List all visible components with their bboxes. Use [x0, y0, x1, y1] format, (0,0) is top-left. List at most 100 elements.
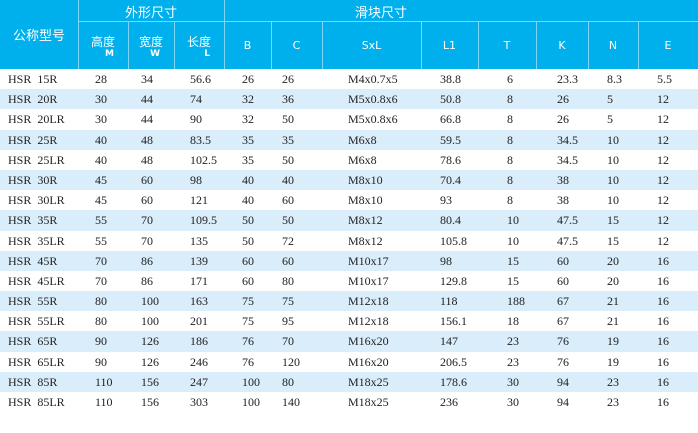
cell-model: HSR 85R	[8, 374, 58, 389]
cell-l1: 80.4	[440, 213, 461, 228]
cell-length-l: 102.5	[190, 152, 217, 167]
cell-length-l: 109.5	[190, 213, 217, 228]
cell-b: 76	[242, 334, 254, 349]
cell-c: 60	[282, 193, 294, 208]
cell-t: 8	[507, 112, 513, 127]
table-row: HSR 55R 80 100 163 75 75 M12x18 118 188 67 21 16	[0, 291, 698, 312]
cell-sxl: M8x12	[348, 213, 383, 228]
cell-n: 20	[607, 253, 619, 268]
cell-n: 10	[607, 132, 619, 147]
cell-e: 16	[657, 374, 669, 389]
cell-n: 10	[607, 193, 619, 208]
cell-height-m: 110	[95, 395, 113, 409]
cell-model: HSR 85LR	[8, 395, 65, 409]
cell-e: 16	[657, 253, 669, 268]
cell-k: 23.3	[557, 72, 578, 86]
header-height-symbol: M	[105, 48, 114, 59]
cell-c: 140	[282, 395, 300, 409]
cell-length-l: 83.5	[190, 132, 211, 147]
cell-b: 100	[242, 374, 260, 389]
cell-model: HSR 15R	[8, 72, 58, 86]
table-row: HSR 55LR 80 100 201 75 95 M12x18 156.1 18 67 21 16	[0, 311, 698, 331]
cell-model: HSR 65R	[8, 334, 58, 349]
header-col-c: C	[292, 39, 301, 52]
cell-width-w: 34	[141, 72, 153, 86]
cell-width-w: 48	[141, 152, 153, 167]
cell-height-m: 55	[95, 213, 107, 228]
cell-k: 47.5	[557, 233, 578, 248]
cell-height-m: 90	[95, 334, 107, 349]
header-col-n: N	[608, 39, 618, 52]
cell-c: 120	[282, 354, 300, 369]
cell-k: 60	[557, 253, 569, 268]
cell-l1: 156.1	[440, 314, 467, 329]
cell-n: 5	[607, 112, 613, 127]
cell-l1: 129.8	[440, 273, 467, 288]
cell-n: 15	[607, 233, 619, 248]
cell-length-l: 163	[190, 294, 208, 309]
cell-t: 30	[507, 395, 519, 409]
cell-c: 75	[282, 294, 294, 309]
cell-k: 67	[557, 294, 569, 309]
cell-e: 12	[657, 152, 669, 167]
cell-c: 60	[282, 253, 294, 268]
cell-k: 67	[557, 314, 569, 329]
table-row: HSR 20LR 30 44 90 32 50 M5x0.8x6 66.8 8 26 5 12	[0, 109, 698, 129]
cell-e: 16	[657, 334, 669, 349]
cell-k: 60	[557, 273, 569, 288]
cell-c: 35	[282, 132, 294, 147]
cell-c: 40	[282, 172, 294, 187]
cell-width-w: 86	[141, 253, 153, 268]
cell-b: 76	[242, 354, 254, 369]
cell-height-m: 45	[95, 172, 107, 187]
cell-e: 16	[657, 314, 669, 329]
cell-height-m: 55	[95, 233, 107, 248]
cell-width-w: 60	[141, 193, 153, 208]
cell-t: 23	[507, 334, 519, 349]
cell-e: 12	[657, 112, 669, 127]
cell-k: 34.5	[557, 132, 578, 147]
cell-length-l: 56.6	[190, 72, 211, 86]
cell-width-w: 100	[141, 314, 159, 329]
cell-width-w: 70	[141, 233, 153, 248]
cell-b: 40	[242, 172, 254, 187]
table-body: HSR 15R 28 34 56.6 26 26 M4x0.7x5 38.8 6 23.3 8.3 5…	[0, 69, 698, 412]
cell-b: 50	[242, 213, 254, 228]
header-length: 长度 L	[174, 22, 224, 69]
cell-width-w: 60	[141, 172, 153, 187]
cell-sxl: M8x12	[348, 233, 383, 248]
cell-l1: 236	[440, 395, 458, 409]
cell-l1: 50.8	[440, 92, 461, 107]
cell-n: 19	[607, 334, 619, 349]
cell-sxl: M12x18	[348, 314, 389, 329]
cell-k: 94	[557, 374, 569, 389]
cell-model: HSR 55LR	[8, 314, 65, 329]
table-row: HSR 65LR 90 126 246 76 120 M16x20 206.5 23 76 19 16	[0, 352, 698, 372]
table-row: HSR 35R 55 70 109.5 50 50 M8x12 80.4 10 47.5 15 12	[0, 210, 698, 231]
table-row: HSR 65R 90 126 186 76 70 M16x20 147 23 76 19 16	[0, 331, 698, 352]
cell-n: 20	[607, 273, 619, 288]
cell-e: 5.5	[657, 72, 672, 86]
cell-width-w: 44	[141, 92, 153, 107]
table-row: HSR 45LR 70 86 171 60 80 M10x17 129.8 15 60 20 16	[0, 271, 698, 291]
cell-model: HSR 30R	[8, 172, 58, 187]
cell-l1: 59.5	[440, 132, 461, 147]
cell-k: 38	[557, 172, 569, 187]
cell-sxl: M16x20	[348, 334, 389, 349]
cell-n: 21	[607, 314, 619, 329]
cell-k: 34.5	[557, 152, 578, 167]
cell-b: 75	[242, 314, 254, 329]
cell-length-l: 139	[190, 253, 208, 268]
cell-t: 15	[507, 253, 519, 268]
cell-e: 16	[657, 395, 669, 409]
cell-l1: 78.6	[440, 152, 461, 167]
cell-height-m: 30	[95, 112, 107, 127]
cell-c: 50	[282, 112, 294, 127]
cell-l1: 66.8	[440, 112, 461, 127]
table-row: HSR 85LR 110 156 303 100 140 M18x25 236 30 94 23 16	[0, 392, 698, 412]
cell-length-l: 90	[190, 112, 202, 127]
cell-e: 16	[657, 354, 669, 369]
cell-b: 50	[242, 233, 254, 248]
cell-model: HSR 25R	[8, 132, 58, 147]
cell-width-w: 86	[141, 273, 153, 288]
